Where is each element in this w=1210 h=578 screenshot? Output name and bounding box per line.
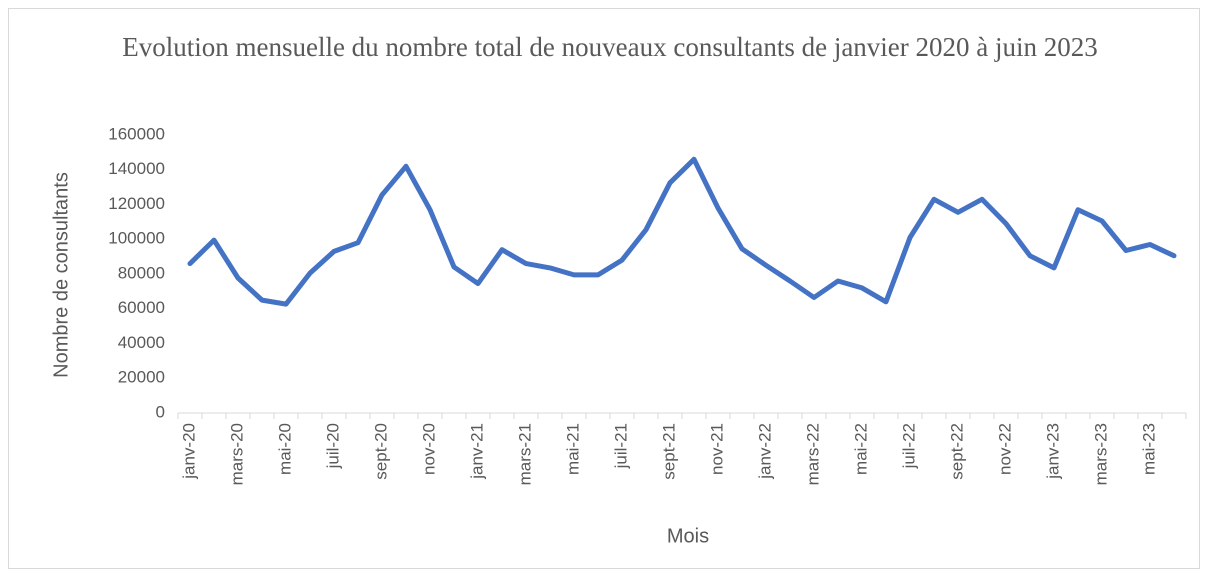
x-tick-label: mars-20 — [227, 423, 246, 485]
x-axis-label: Mois — [667, 525, 709, 547]
x-tick-label: sept-20 — [371, 423, 390, 480]
x-tick-label: juil-22 — [899, 423, 918, 469]
y-axis-label: Nombre de consultants — [50, 172, 72, 378]
y-tick-label: 140000 — [108, 159, 165, 178]
x-tick-label: mars-22 — [803, 423, 822, 485]
x-tick-label: mai-22 — [851, 423, 870, 475]
x-tick-label: mars-21 — [515, 423, 534, 485]
y-tick-label: 40000 — [118, 333, 165, 352]
x-tick-label: janv-22 — [755, 423, 774, 480]
x-tick-label: mars-23 — [1091, 423, 1110, 485]
y-tick-label: 160000 — [108, 124, 165, 143]
x-tick-label: janv-21 — [467, 423, 486, 480]
x-tick-label: mai-20 — [275, 423, 294, 475]
chart-title: Evolution mensuelle du nombre total de n… — [122, 32, 1098, 62]
x-tick-label: nov-21 — [707, 423, 726, 475]
chart-frame — [8, 8, 1200, 569]
y-tick-label: 120000 — [108, 194, 165, 213]
x-tick-label: sept-22 — [947, 423, 966, 480]
x-tick-label: nov-22 — [995, 423, 1014, 475]
x-tick-label: sept-21 — [659, 423, 678, 480]
y-tick-label: 0 — [156, 402, 165, 421]
y-tick-label: 60000 — [118, 298, 165, 317]
x-tick-label: juil-20 — [323, 423, 342, 469]
x-tick-label: janv-23 — [1043, 423, 1062, 480]
x-tick-label: nov-20 — [419, 423, 438, 475]
y-tick-label: 80000 — [118, 263, 165, 282]
x-tick-label: juil-21 — [611, 423, 630, 469]
y-tick-label: 20000 — [118, 368, 165, 387]
data-line — [187, 156, 1177, 307]
x-tick-label: mai-23 — [1139, 423, 1158, 475]
y-tick-label: 100000 — [108, 229, 165, 248]
x-tick-label: janv-20 — [179, 423, 198, 480]
x-tick-label: mai-21 — [563, 423, 582, 475]
